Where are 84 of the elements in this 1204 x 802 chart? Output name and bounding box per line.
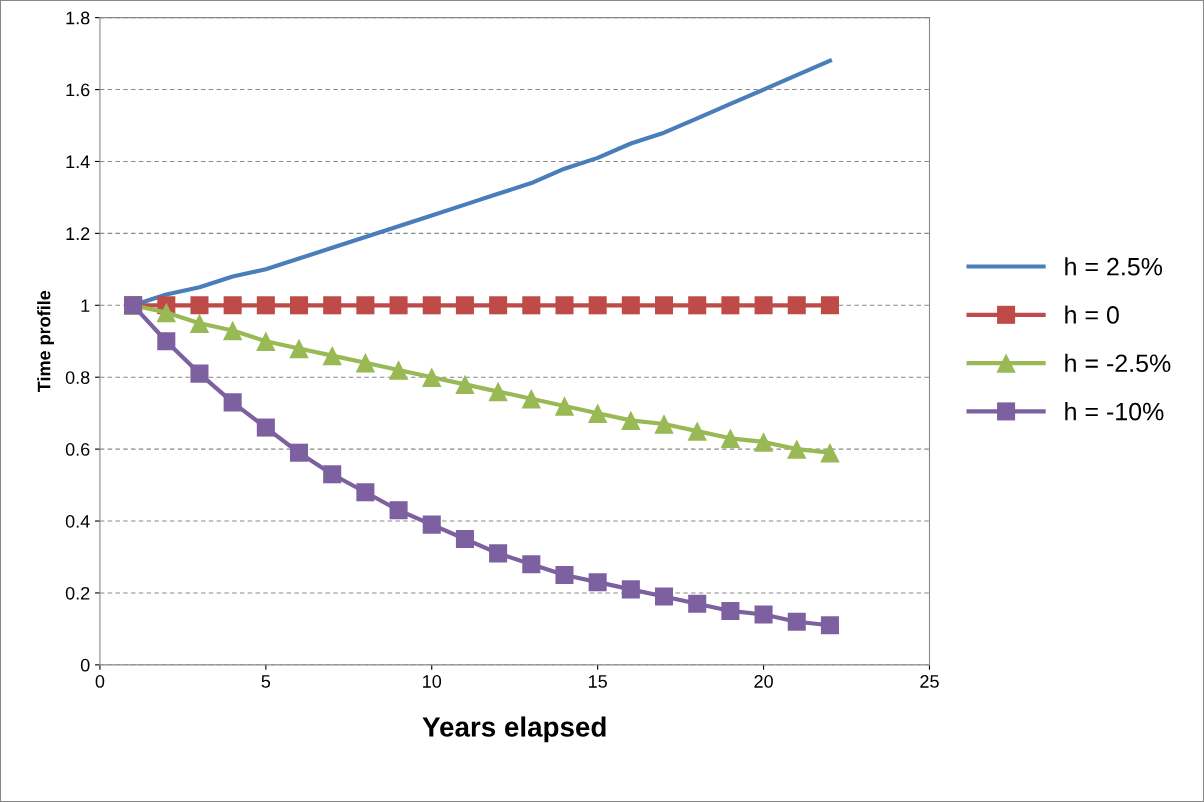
point xyxy=(721,296,740,315)
point xyxy=(555,565,574,584)
point xyxy=(787,439,807,459)
x-tick-label: 0 xyxy=(95,675,105,688)
point xyxy=(222,320,243,341)
point xyxy=(787,296,806,315)
point xyxy=(521,389,542,409)
y-tick-label: 1.2 xyxy=(66,227,90,240)
point xyxy=(687,421,707,441)
y-tick-label: 0.8 xyxy=(65,371,90,384)
x-tick-label: 15 xyxy=(589,675,607,688)
point xyxy=(621,296,640,315)
y-tick-label: 0 xyxy=(80,658,90,672)
point xyxy=(753,432,774,452)
point xyxy=(356,296,375,315)
point xyxy=(389,296,408,315)
point xyxy=(720,428,741,449)
point xyxy=(522,296,541,315)
point xyxy=(289,338,309,359)
point xyxy=(655,587,674,606)
point xyxy=(256,418,275,437)
point xyxy=(588,573,607,592)
point xyxy=(621,580,640,599)
legend-label: h = 2.5% xyxy=(1065,257,1163,276)
point xyxy=(587,403,608,423)
point xyxy=(290,296,309,315)
x-tick-label: 25 xyxy=(920,675,939,688)
point xyxy=(654,414,674,434)
y-tick-label: 1.8 xyxy=(66,11,90,25)
x-tick-label: 20 xyxy=(754,675,773,688)
point xyxy=(621,410,641,431)
y-tick-label: 0.6 xyxy=(65,443,90,456)
point xyxy=(655,296,674,315)
y-axis-title: Time profile xyxy=(37,290,54,393)
point xyxy=(355,353,376,373)
point xyxy=(156,302,177,323)
x-tick-label: 10 xyxy=(423,675,442,688)
point xyxy=(820,442,840,463)
point xyxy=(388,360,409,380)
point xyxy=(157,332,176,351)
point xyxy=(290,443,309,462)
point xyxy=(323,296,342,315)
point xyxy=(754,296,773,315)
point xyxy=(422,296,441,315)
point xyxy=(688,296,707,315)
point xyxy=(522,555,541,574)
legend-label: h = -10% xyxy=(1065,402,1164,421)
point xyxy=(455,529,474,549)
x-tick-label: 5 xyxy=(261,675,271,688)
point xyxy=(322,345,342,366)
point xyxy=(190,296,209,315)
point xyxy=(455,374,475,395)
point xyxy=(256,296,275,315)
y-tick-label: 1.4 xyxy=(66,155,90,169)
point xyxy=(389,501,408,520)
point xyxy=(754,605,773,624)
point xyxy=(323,465,342,484)
point xyxy=(555,296,574,315)
point xyxy=(356,483,375,502)
point xyxy=(455,296,474,315)
point xyxy=(256,331,276,351)
y-tick-label: 1 xyxy=(81,299,90,312)
point xyxy=(688,594,707,613)
y-tick-label: 0.4 xyxy=(65,514,90,528)
y-tick-label: 1.6 xyxy=(66,83,90,97)
legend-label: h = -2.5% xyxy=(1065,353,1171,373)
point xyxy=(489,544,508,563)
point xyxy=(223,296,242,315)
point xyxy=(489,296,508,315)
point xyxy=(588,296,607,315)
point xyxy=(190,364,209,383)
point xyxy=(488,381,508,402)
point xyxy=(554,396,575,416)
point xyxy=(223,393,242,412)
point xyxy=(422,515,441,534)
point xyxy=(787,612,806,631)
y-tick-label: 0.2 xyxy=(65,586,90,600)
legend-label: h = 0 xyxy=(1065,305,1119,324)
point xyxy=(820,616,839,635)
point xyxy=(721,601,740,620)
point xyxy=(189,313,210,333)
point xyxy=(820,296,839,315)
point xyxy=(422,367,442,387)
x-axis-title: Years elapsed xyxy=(422,716,606,743)
